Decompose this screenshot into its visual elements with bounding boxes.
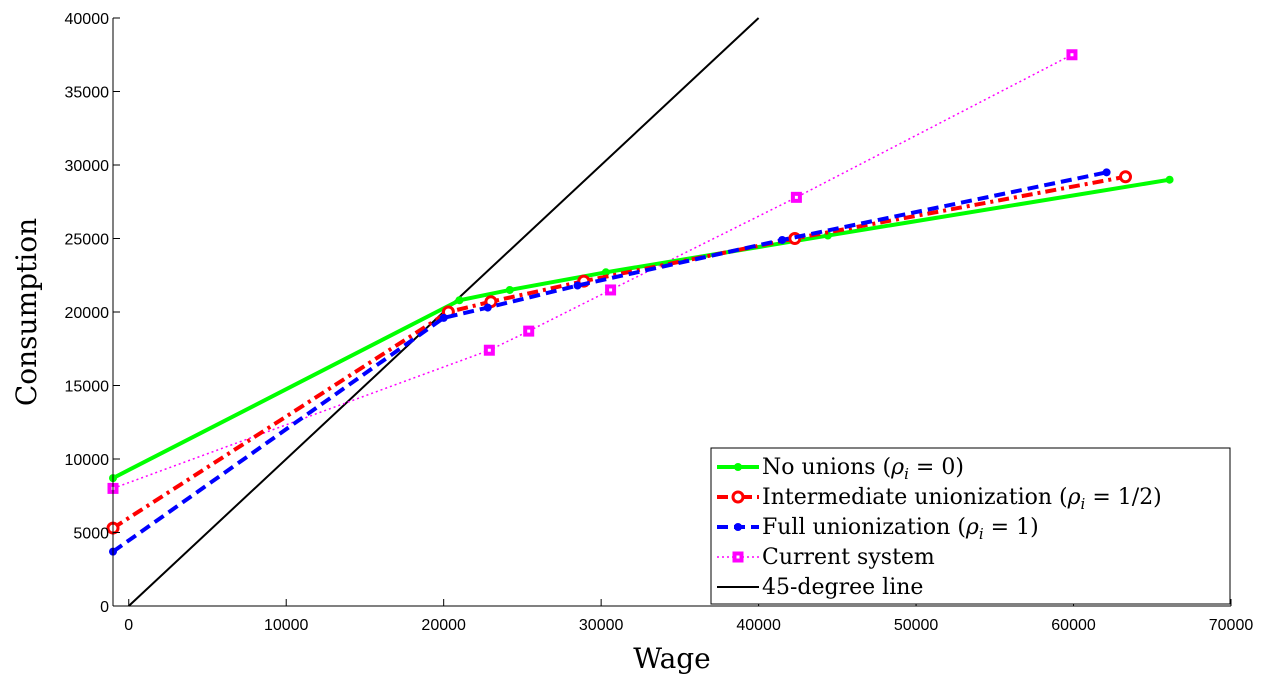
x-tick-label: 70000 (1209, 617, 1254, 634)
legend-entry: Current system (717, 545, 935, 570)
legend-entry: Intermediate unionization (ρi = 1/2) (717, 485, 1162, 513)
y-tick-label: 15000 (65, 379, 110, 396)
y-tick-label: 35000 (65, 85, 110, 102)
data-point (505, 285, 514, 294)
series-line (112, 177, 1170, 480)
x-tick-label: 20000 (421, 617, 466, 634)
data-point-center (527, 329, 531, 333)
series-line (112, 54, 1073, 490)
data-point (455, 296, 464, 305)
y-tick-label: 0 (100, 599, 109, 616)
x-ticks: 0 10000 20000 30000 40000 50000 60000 70000 (124, 599, 1253, 634)
data-point (731, 490, 745, 504)
x-axis-title: Wage (633, 642, 711, 675)
y-tick-label: 10000 (65, 452, 110, 469)
data-point (1165, 175, 1174, 184)
legend-entry: No unions (ρi = 0) (717, 455, 964, 483)
y-tick-label: 30000 (65, 158, 110, 175)
plot-area (106, 17, 1174, 607)
legend-box (710, 447, 1231, 605)
x-tick-label: 50000 (894, 617, 939, 634)
series-intermediate-unionization-1-2 (106, 170, 1132, 535)
data-point (1118, 170, 1132, 184)
y-ticks: 0 5000 10000 15000 20000 25000 30000 35000 40000 (65, 11, 120, 616)
data-point-center (609, 288, 613, 292)
legend-label: No unions (ρi = 0) (762, 455, 964, 483)
x-tick-label: 40000 (736, 617, 781, 634)
legend-label: Full unionization (ρi = 1) (762, 515, 1039, 543)
data-point (734, 463, 742, 471)
series-full-unionization-1 (109, 168, 1111, 556)
data-point (1102, 168, 1111, 177)
series-no-unions-0 (109, 175, 1174, 483)
data-point-center (487, 348, 491, 352)
data-point (734, 523, 742, 531)
legend-entry: 45-degree line (717, 575, 923, 600)
data-point (483, 303, 492, 312)
y-tick-label: 25000 (65, 232, 110, 249)
legend: No unions (ρi = 0)Intermediate unionizat… (710, 447, 1231, 605)
x-tick-label: 60000 (1051, 617, 1096, 634)
data-point-center (1070, 53, 1074, 57)
legend-label: Current system (762, 545, 935, 570)
y-tick-label: 40000 (65, 11, 110, 28)
data-point (778, 235, 787, 244)
series-line (111, 170, 1108, 554)
data-point (439, 313, 448, 322)
y-tick-label: 20000 (65, 305, 110, 322)
x-tick-label: 10000 (264, 617, 309, 634)
x-tick-label: 30000 (579, 617, 624, 634)
series-line (111, 174, 1126, 530)
data-point (573, 281, 582, 290)
y-axis-title: Consumption (10, 218, 43, 406)
legend-label: Intermediate unionization (ρi = 1/2) (762, 485, 1162, 513)
data-point-center (794, 195, 798, 199)
y-tick-label: 5000 (73, 526, 109, 543)
legend-label: 45-degree line (762, 575, 923, 600)
data-point-center (736, 555, 740, 559)
x-tick-label: 0 (124, 617, 133, 634)
legend-entry: Full unionization (ρi = 1) (717, 515, 1039, 543)
series-current-system (107, 49, 1078, 494)
